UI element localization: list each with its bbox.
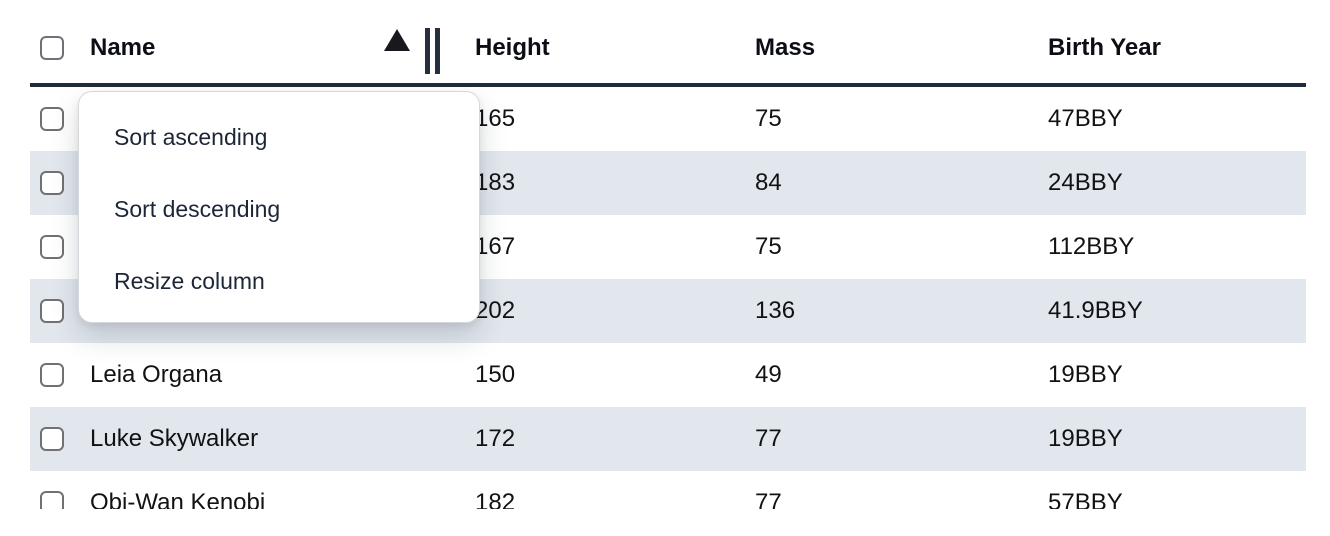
row-checkbox[interactable] xyxy=(40,427,64,451)
menu-item-resize-column[interactable]: Resize column xyxy=(114,267,265,294)
cell-height: 165 xyxy=(475,105,516,132)
cell-mass: 136 xyxy=(755,297,796,324)
sort-ascending-icon xyxy=(384,29,410,51)
column-header-height[interactable]: Height xyxy=(475,34,550,61)
row-checkbox[interactable] xyxy=(40,171,64,195)
cell-mass: 75 xyxy=(755,105,782,132)
cell-mass: 77 xyxy=(755,425,782,452)
resize-handle-bar xyxy=(425,28,430,74)
cell-height: 172 xyxy=(475,425,516,452)
cell-name: Obi-Wan Kenobi xyxy=(90,489,266,509)
row-checkbox[interactable] xyxy=(40,235,64,259)
table-row[interactable]: Luke Skywalker 172 77 19BBY xyxy=(30,407,1306,471)
column-header-mass[interactable]: Mass xyxy=(755,34,816,61)
column-header-name[interactable]: Name xyxy=(90,34,156,61)
cell-birth-year: 19BBY xyxy=(1048,361,1123,388)
cell-name: Luke Skywalker xyxy=(90,425,259,452)
cell-birth-year: 41.9BBY xyxy=(1048,297,1143,324)
cell-birth-year: 24BBY xyxy=(1048,169,1123,196)
table-row[interactable]: Leia Organa 150 49 19BBY xyxy=(30,343,1306,407)
row-checkbox[interactable] xyxy=(40,491,64,509)
cell-birth-year: 47BBY xyxy=(1048,105,1123,132)
cell-mass: 49 xyxy=(755,361,782,388)
row-checkbox[interactable] xyxy=(40,363,64,387)
cell-mass: 75 xyxy=(755,233,782,260)
cell-height: 150 xyxy=(475,361,516,388)
table-row[interactable]: Obi-Wan Kenobi 182 77 57BBY xyxy=(30,471,1306,509)
cell-mass: 77 xyxy=(755,489,782,509)
column-header-birth-year[interactable]: Birth Year xyxy=(1048,34,1161,61)
row-checkbox[interactable] xyxy=(40,299,64,323)
cell-height: 202 xyxy=(475,297,516,324)
menu-item-sort-ascending[interactable]: Sort ascending xyxy=(114,123,268,150)
row-checkbox[interactable] xyxy=(40,107,64,131)
cell-birth-year: 57BBY xyxy=(1048,489,1123,509)
cell-mass: 84 xyxy=(755,169,782,196)
column-resize-handle[interactable] xyxy=(425,28,440,74)
cell-birth-year: 112BBY xyxy=(1048,233,1135,260)
select-all-checkbox[interactable] xyxy=(40,36,64,60)
menu-item-sort-descending[interactable]: Sort descending xyxy=(114,195,281,222)
cell-height: 167 xyxy=(475,233,516,260)
resize-handle-bar xyxy=(435,28,440,74)
cell-height: 182 xyxy=(475,489,516,509)
cell-height: 183 xyxy=(475,169,516,196)
table-header-row: Name Height Mass Birth Year xyxy=(30,0,1306,87)
cell-birth-year: 19BBY xyxy=(1048,425,1123,452)
column-header-context-menu: Sort ascending Sort descending Resize co… xyxy=(78,91,480,323)
cell-name: Leia Organa xyxy=(90,361,223,388)
